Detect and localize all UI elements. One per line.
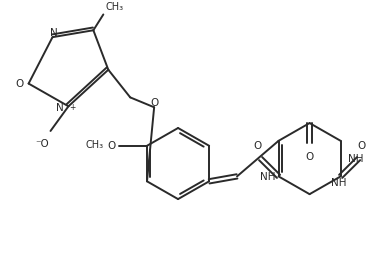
- Text: +: +: [70, 103, 76, 112]
- Text: N: N: [50, 28, 57, 38]
- Text: O: O: [357, 141, 366, 151]
- Text: O: O: [108, 141, 116, 151]
- Text: O: O: [150, 98, 158, 108]
- Text: ⁻O: ⁻O: [36, 139, 49, 149]
- Text: NH: NH: [260, 172, 276, 182]
- Text: NH: NH: [348, 154, 363, 164]
- Text: O: O: [15, 79, 23, 88]
- Text: N: N: [56, 103, 63, 113]
- Text: NH: NH: [331, 178, 346, 188]
- Text: CH₃: CH₃: [85, 140, 103, 150]
- Text: CH₃: CH₃: [105, 2, 124, 11]
- Text: O: O: [253, 141, 262, 151]
- Text: O: O: [305, 152, 314, 162]
